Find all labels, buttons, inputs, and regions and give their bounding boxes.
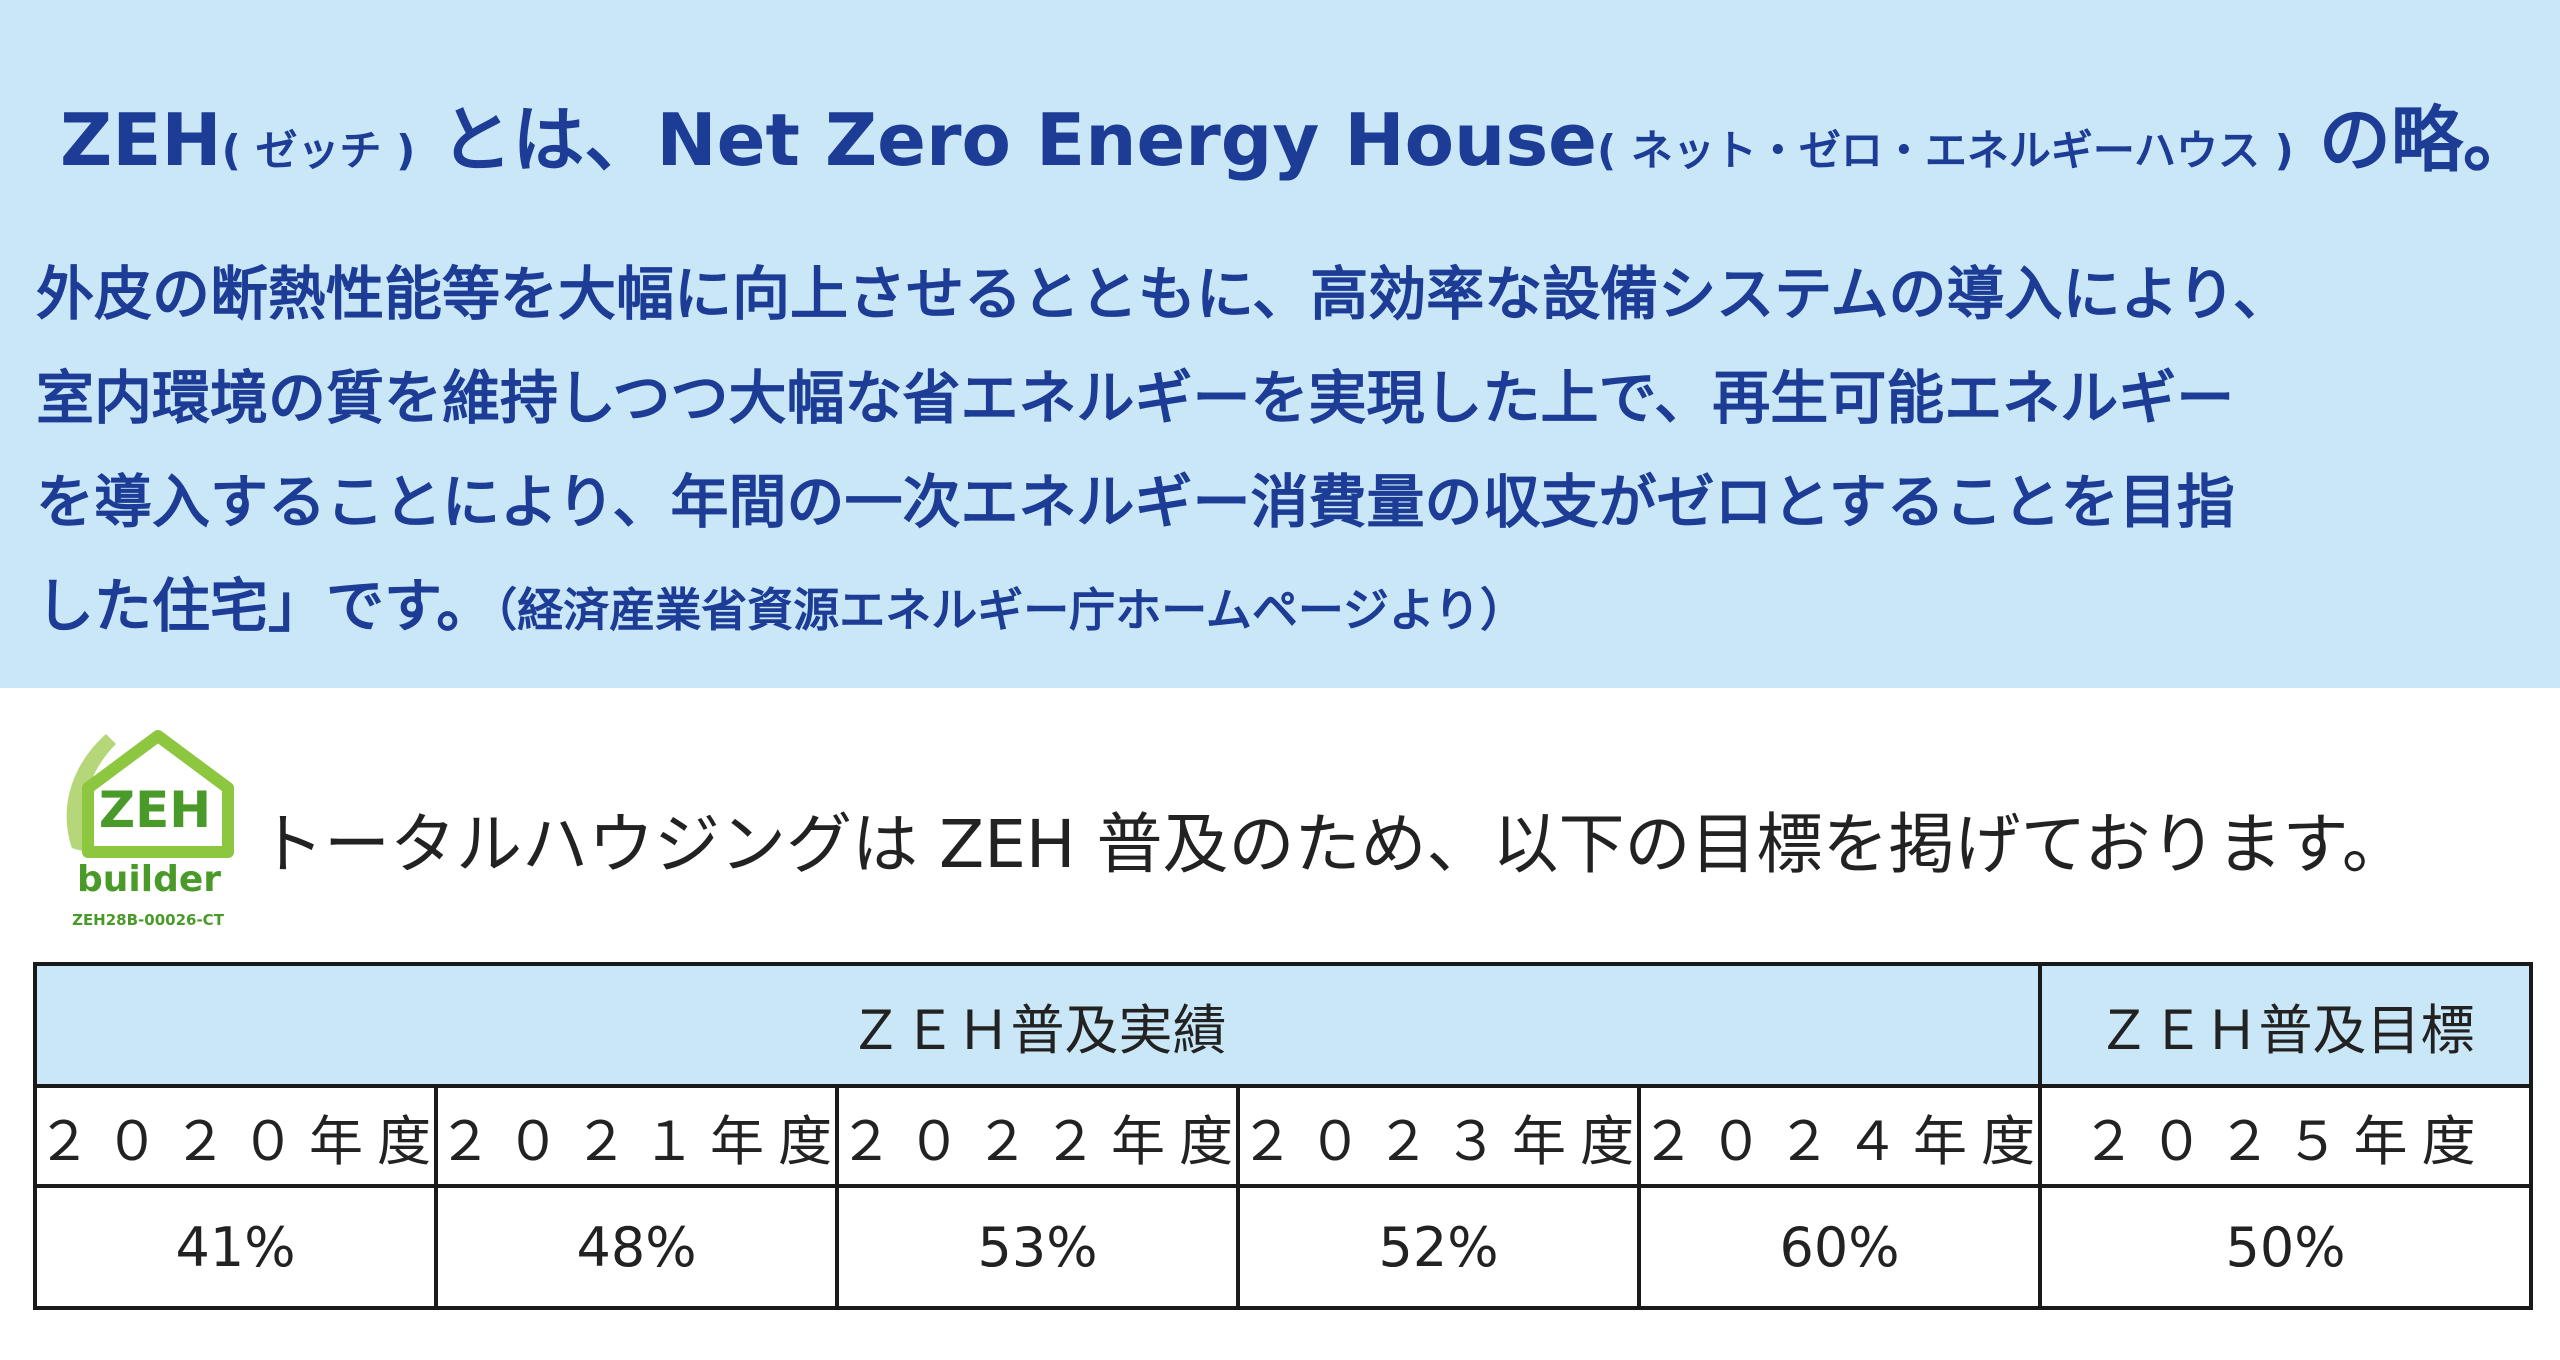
logo-builder-text: builder xyxy=(76,859,222,900)
source-note: （経済産業省資源エネルギー庁ホームページより） xyxy=(494,583,1526,637)
table-value-row: 41% 48% 53% 52% 60% 50% xyxy=(33,1184,2534,1310)
year-cell: ２０２３年度 xyxy=(1236,1084,1641,1188)
body-line-2: 室内環境の質を維持しつつ大幅な省エネルギーを実現した上で、再生可能エネルギー xyxy=(36,364,2235,432)
house-leaf-icon xyxy=(66,730,234,858)
results-header: ＺＥＨ普及実績 xyxy=(32,962,2043,1088)
value-cell: 50% xyxy=(2038,1184,2534,1310)
body-line-1: 外皮の断熱性能等を大幅に向上させるとともに、高効率な設備システムの導入により、 xyxy=(36,260,2292,328)
body-line-4: した住宅」です。（経済産業省資源エネルギー庁ホームページより） xyxy=(36,554,2526,662)
value-cell: 60% xyxy=(1636,1184,2043,1310)
zeh-results-table: ＺＥＨ普及実績 ＺＥＨ普及目標 ２０２０年度 ２０２１年度 ２０２２年度 ２０２… xyxy=(32,962,2534,1310)
value-cell: 52% xyxy=(1236,1184,1641,1310)
year-cell: ２０２２年度 xyxy=(835,1084,1240,1188)
title-end: の略。 xyxy=(2293,98,2535,182)
value-cell: 41% xyxy=(33,1184,438,1310)
zeh-definition-body: 外皮の断熱性能等を大幅に向上させるとともに、高効率な設備システムの導入により、 … xyxy=(36,242,2526,662)
year-cell: ２０２４年度 xyxy=(1636,1084,2043,1188)
title-towa: とは、Net Zero Energy House xyxy=(415,98,1598,182)
title-zeh: ZEH xyxy=(60,98,222,182)
year-cell: ２０２５年度 xyxy=(2038,1084,2534,1188)
target-header: ＺＥＨ普及目標 xyxy=(2038,962,2534,1088)
table-header-row: ＺＥＨ普及実績 ＺＥＨ普及目標 xyxy=(32,962,2534,1088)
title-zeh-reading: ( ゼッチ ) xyxy=(221,126,416,175)
logo-word: ZEH xyxy=(98,781,212,839)
zeh-builder-logo: ZEH builder ZEH28B-00026-CT xyxy=(58,730,238,940)
title-net-zero-reading: ( ネット・ゼロ・エネルギーハウス ) xyxy=(1597,126,2294,175)
body-line-3: を導入することにより、年間の一次エネルギー消費量の収支がゼロとすることを目指 xyxy=(36,468,2235,536)
zeh-definition-title: ZEH( ゼッチ ) とは、Net Zero Energy House( ネット… xyxy=(60,90,2535,201)
body-line-4-text: した住宅」です。 xyxy=(36,572,495,640)
value-cell: 48% xyxy=(434,1184,839,1310)
logo-registration-code: ZEH28B-00026-CT xyxy=(72,911,224,929)
year-cell: ２０２０年度 xyxy=(33,1084,438,1188)
year-cell: ２０２１年度 xyxy=(434,1084,839,1188)
table-year-row: ２０２０年度 ２０２１年度 ２０２２年度 ２０２３年度 ２０２４年度 ２０２５年… xyxy=(33,1084,2534,1188)
value-cell: 53% xyxy=(835,1184,1240,1310)
zeh-explanation-panel: ZEH( ゼッチ ) とは、Net Zero Energy House( ネット… xyxy=(0,0,2560,688)
lead-sentence: トータルハウジングは ZEH 普及のため、以下の目標を掲げております。 xyxy=(258,806,2408,883)
